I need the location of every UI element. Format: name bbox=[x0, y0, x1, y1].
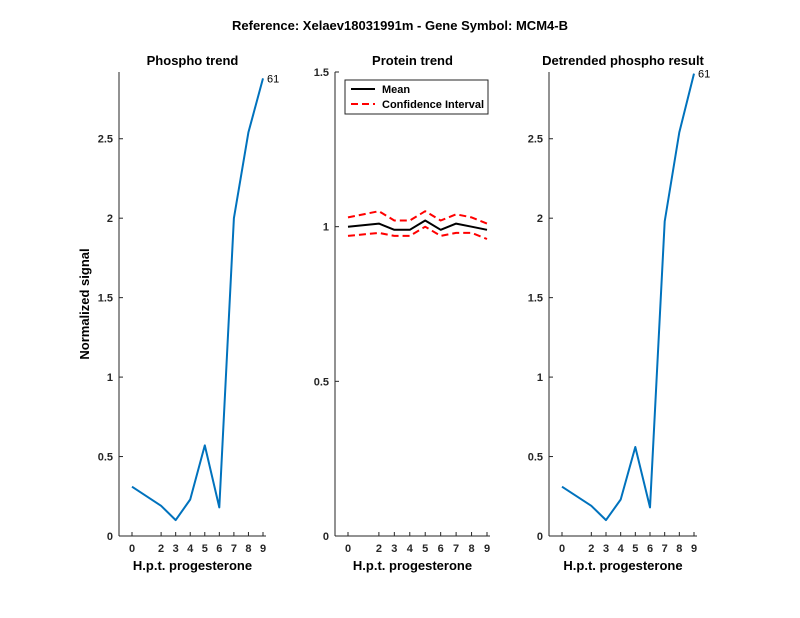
x-tick-label: 7 bbox=[662, 543, 668, 555]
x-tick-label: 5 bbox=[422, 543, 428, 555]
series-line-mean bbox=[347, 219, 488, 231]
x-tick-label: 9 bbox=[484, 543, 490, 555]
y-tick-label: 1.5 bbox=[98, 293, 113, 305]
x-tick-label: 3 bbox=[603, 543, 609, 555]
y-tick-label: 1 bbox=[107, 372, 113, 384]
series-line-confidence-interval bbox=[347, 225, 488, 240]
panel-title: Detrended phospho result bbox=[542, 53, 704, 68]
x-tick-label: 2 bbox=[158, 543, 164, 555]
x-tick-label: 0 bbox=[345, 543, 351, 555]
y-tick-label: 0.5 bbox=[98, 452, 113, 464]
x-tick-label: 6 bbox=[647, 543, 653, 555]
x-tick-label: 4 bbox=[618, 543, 625, 555]
point-annotation: 61 bbox=[267, 73, 279, 85]
y-tick-label: 2.5 bbox=[98, 134, 113, 146]
point-annotation: 61 bbox=[698, 69, 710, 81]
legend-label: Mean bbox=[382, 84, 410, 96]
series-line-confidence-interval bbox=[347, 210, 488, 225]
x-tick-label: 8 bbox=[676, 543, 682, 555]
x-tick-label: 4 bbox=[407, 543, 414, 555]
y-tick-label: 1.5 bbox=[314, 67, 329, 79]
x-tick-label: 8 bbox=[468, 543, 474, 555]
legend-box bbox=[344, 79, 489, 115]
x-axis-label: H.p.t. progesterone bbox=[133, 558, 252, 573]
x-axis-label: H.p.t. progesterone bbox=[353, 558, 472, 573]
x-axis-label: H.p.t. progesterone bbox=[563, 558, 682, 573]
x-tick-label: 4 bbox=[187, 543, 194, 555]
x-tick-label: 8 bbox=[245, 543, 251, 555]
x-tick-label: 6 bbox=[438, 543, 444, 555]
y-tick-label: 0.5 bbox=[314, 376, 329, 388]
panel-2: Protein trend 0 0.5 1 1.5 0 2 3 4 5 6 7 8 9 H.p.t. pro… bbox=[314, 53, 490, 573]
y-tick-label: 1 bbox=[537, 372, 543, 384]
x-tick-label: 3 bbox=[391, 543, 397, 555]
y-tick-label: 2.5 bbox=[528, 134, 543, 146]
x-tick-label: 7 bbox=[231, 543, 237, 555]
panel-title: Protein trend bbox=[372, 53, 453, 68]
y-tick-label: 2 bbox=[107, 213, 113, 225]
x-tick-label: 3 bbox=[173, 543, 179, 555]
x-tick-label: 9 bbox=[691, 543, 697, 555]
x-tick-label: 5 bbox=[202, 543, 208, 555]
figure-title: Reference: Xelaev18031991m - Gene Symbol… bbox=[232, 18, 568, 33]
y-tick-label: 1.5 bbox=[528, 293, 543, 305]
y-tick-label: 2 bbox=[537, 213, 543, 225]
x-tick-label: 2 bbox=[376, 543, 382, 555]
series-line bbox=[131, 78, 264, 522]
x-tick-label: 7 bbox=[453, 543, 459, 555]
y-tick-label: 0 bbox=[537, 531, 543, 543]
x-tick-label: 0 bbox=[129, 543, 135, 555]
x-tick-label: 5 bbox=[632, 543, 638, 555]
y-tick-label: 0 bbox=[323, 531, 329, 543]
legend-label: Confidence Interval bbox=[382, 99, 484, 111]
x-tick-label: 0 bbox=[559, 543, 565, 555]
y-tick-label: 1 bbox=[323, 222, 329, 234]
x-tick-label: 2 bbox=[588, 543, 594, 555]
legend: Mean Confidence Interval bbox=[344, 79, 489, 115]
x-tick-label: 9 bbox=[260, 543, 266, 555]
panel-title: Phospho trend bbox=[147, 53, 239, 68]
series-line bbox=[561, 73, 695, 522]
x-tick-label: 6 bbox=[216, 543, 222, 555]
y-tick-label: 0.5 bbox=[528, 452, 543, 464]
y-axis-label: Normalized signal bbox=[77, 248, 92, 359]
y-tick-label: 0 bbox=[107, 531, 113, 543]
